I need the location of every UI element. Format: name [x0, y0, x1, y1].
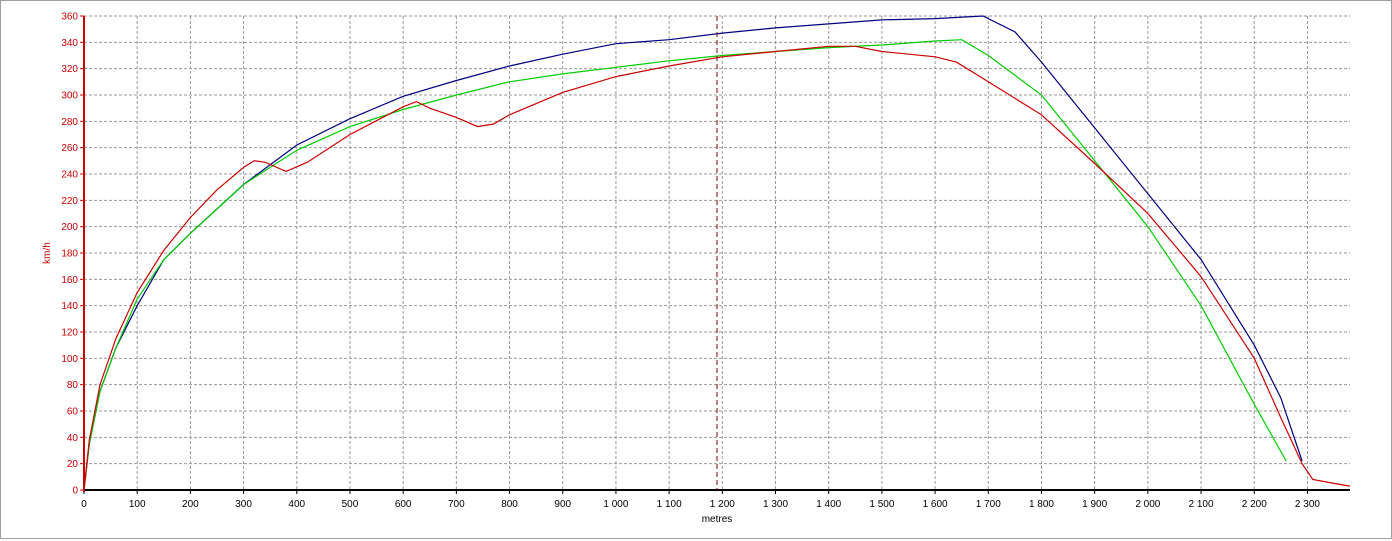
- x-tick-label: 1 000: [603, 499, 628, 510]
- x-tick-label: 1 500: [869, 499, 894, 510]
- x-tick-label: 800: [501, 499, 518, 510]
- x-tick-label: 1 700: [976, 499, 1001, 510]
- x-tick-label: 2 100: [1189, 499, 1214, 510]
- x-tick-label: 1 400: [816, 499, 841, 510]
- series-line: [83, 45, 1351, 491]
- y-tick-label: 180: [61, 249, 78, 260]
- x-tick-label: 0: [81, 499, 87, 510]
- y-tick-label: 0: [72, 486, 78, 497]
- x-axis-label: metres: [702, 514, 733, 525]
- y-tick-label: 260: [61, 143, 78, 154]
- y-tick-label: 220: [61, 196, 78, 207]
- x-tick-label: 500: [342, 499, 359, 510]
- x-tick-label: 300: [235, 499, 252, 510]
- y-tick-label: 200: [61, 222, 78, 233]
- x-tick-label: 1 100: [657, 499, 682, 510]
- y-tick-label: 160: [61, 275, 78, 286]
- series-line: [83, 15, 1303, 491]
- x-tick-label: 2 200: [1242, 499, 1267, 510]
- y-tick-label: 280: [61, 117, 78, 128]
- y-tick-label: 20: [67, 459, 79, 470]
- x-tick-label: 100: [129, 499, 146, 510]
- y-tick-label: 40: [67, 433, 79, 444]
- series-line: [83, 39, 1287, 491]
- x-tick-label: 1 300: [763, 499, 788, 510]
- x-tick-label: 1 600: [923, 499, 948, 510]
- x-tick-label: 2 300: [1295, 499, 1320, 510]
- y-tick-label: 320: [61, 64, 78, 75]
- x-tick-label: 1 200: [710, 499, 735, 510]
- x-tick-label: 1 900: [1082, 499, 1107, 510]
- x-tick-label: 200: [182, 499, 199, 510]
- x-tick-label: 600: [395, 499, 412, 510]
- y-tick-label: 80: [67, 380, 79, 391]
- y-tick-label: 300: [61, 91, 78, 102]
- x-tick-label: 1 800: [1029, 499, 1054, 510]
- y-tick-label: 140: [61, 301, 78, 312]
- y-tick-label: 340: [61, 38, 78, 49]
- y-tick-label: 120: [61, 328, 78, 339]
- x-tick-label: 900: [554, 499, 571, 510]
- x-tick-label: 700: [448, 499, 465, 510]
- x-tick-label: 400: [288, 499, 305, 510]
- y-axis-label: km/h: [42, 242, 53, 264]
- x-tick-label: 2 000: [1135, 499, 1160, 510]
- y-tick-label: 100: [61, 354, 78, 365]
- y-tick-label: 360: [61, 12, 78, 23]
- y-tick-label: 240: [61, 170, 78, 181]
- y-tick-label: 60: [67, 407, 79, 418]
